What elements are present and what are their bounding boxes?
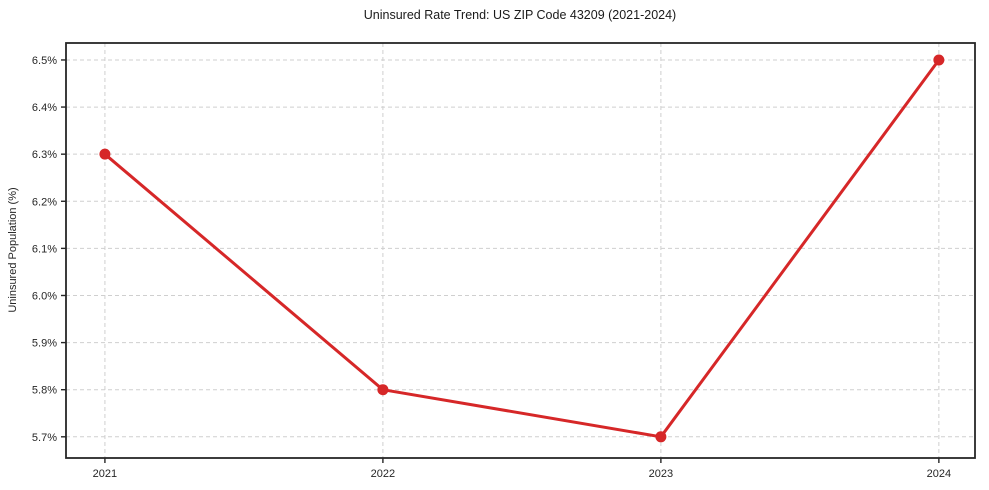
y-tick-label: 6.3% (32, 149, 57, 161)
data-point-marker (99, 148, 111, 160)
y-tick-label: 6.2% (32, 196, 57, 208)
y-tick-label: 6.5% (32, 55, 57, 67)
y-tick-label: 5.8% (32, 385, 57, 397)
x-tick-label: 2021 (93, 468, 117, 480)
trend-line (103, 58, 941, 439)
y-tick-label: 5.7% (32, 432, 57, 444)
x-tick-label: 2024 (927, 468, 951, 480)
y-tick-label: 6.1% (32, 243, 57, 255)
y-tick-label: 6.0% (32, 290, 57, 302)
y-tick-label: 6.4% (32, 102, 57, 114)
x-tick-label: 2023 (649, 468, 673, 480)
data-point-marker (377, 384, 389, 396)
plot-border (65, 42, 976, 459)
x-tick-label: 2022 (371, 468, 395, 480)
chart-title: Uninsured Rate Trend: US ZIP Code 43209 … (363, 8, 677, 22)
data-point-marker (933, 54, 945, 66)
data-point-marker (655, 431, 667, 443)
y-tick-label: 5.9% (32, 338, 57, 350)
